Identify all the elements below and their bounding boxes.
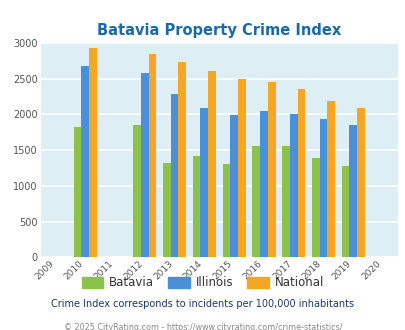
Bar [200,108,208,257]
Bar [81,67,89,257]
Bar [170,94,178,257]
Bar [259,111,267,257]
Bar [222,164,230,257]
Bar [208,72,215,257]
Bar [319,119,326,257]
Bar [289,114,297,257]
Bar [267,82,275,257]
Bar [162,163,170,257]
Text: Crime Index corresponds to incidents per 100,000 inhabitants: Crime Index corresponds to incidents per… [51,299,354,309]
Bar [356,108,364,257]
Bar [311,158,319,257]
Bar [148,53,156,257]
Bar [192,156,200,257]
Bar [141,73,148,257]
Bar [281,146,289,257]
Bar [73,126,81,257]
Bar [133,125,141,257]
Bar [326,101,334,257]
Legend: Batavia, Illinois, National: Batavia, Illinois, National [77,272,328,294]
Bar [237,79,245,257]
Bar [89,48,97,257]
Bar [341,166,348,257]
Bar [178,62,186,257]
Bar [348,125,356,257]
Title: Batavia Property Crime Index: Batavia Property Crime Index [97,22,341,38]
Text: © 2025 CityRating.com - https://www.cityrating.com/crime-statistics/: © 2025 CityRating.com - https://www.city… [64,323,341,330]
Bar [230,115,237,257]
Bar [252,146,259,257]
Bar [297,89,305,257]
